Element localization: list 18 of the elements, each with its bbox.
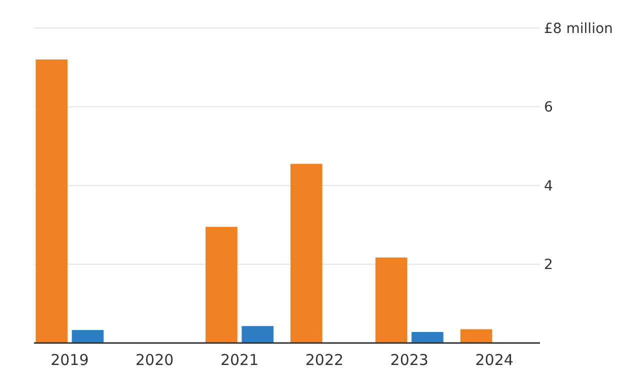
- x-tick-label: 2022: [305, 351, 344, 369]
- y-tick-label: 2: [544, 257, 553, 274]
- bar: [36, 60, 68, 343]
- x-tick-label: 2023: [390, 351, 428, 369]
- bar: [72, 330, 104, 343]
- x-tick-label: 2021: [220, 351, 259, 369]
- bar: [460, 329, 492, 343]
- bar: [242, 326, 274, 343]
- x-tick-label: 2020: [136, 351, 174, 369]
- bar: [290, 164, 322, 343]
- y-tick-label: 6: [544, 100, 553, 116]
- bar: [206, 226, 238, 343]
- y-tick-label: 4: [544, 178, 553, 194]
- x-tick-label: 2019: [50, 351, 89, 369]
- bar: [375, 258, 408, 343]
- x-tick-label: 2024: [475, 351, 514, 369]
- y-tick-label: £8 million: [544, 20, 613, 37]
- bar: [412, 332, 444, 343]
